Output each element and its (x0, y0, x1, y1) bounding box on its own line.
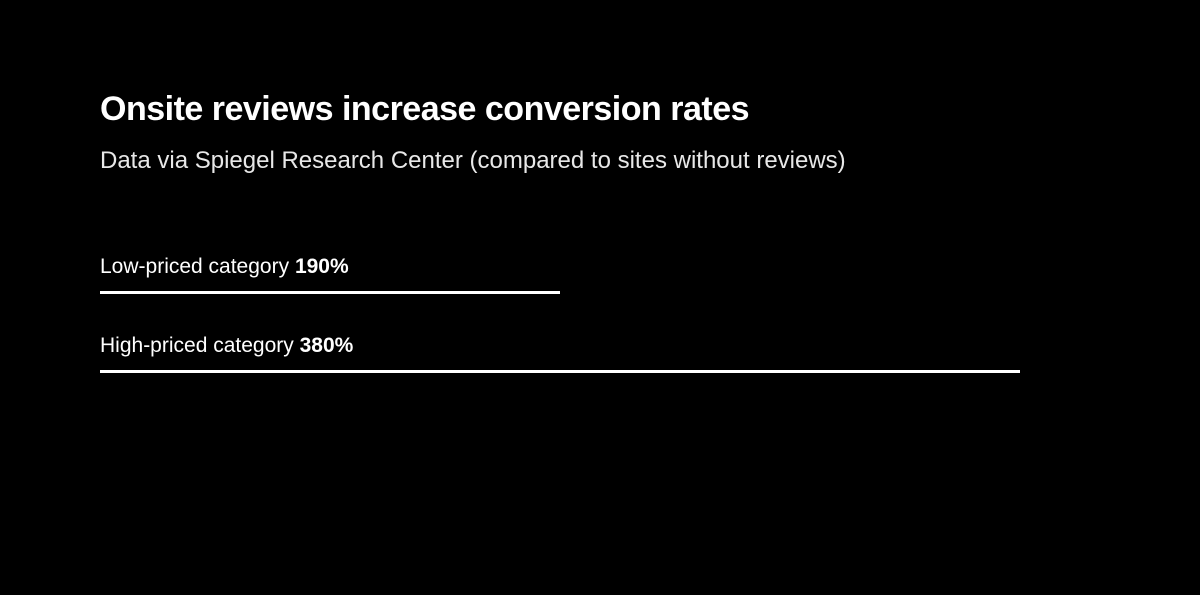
bar-fill (100, 291, 560, 294)
bar-label-line: Low-priced category 190% (100, 255, 1100, 279)
bar-track (100, 291, 1100, 294)
bar-value: 190% (295, 255, 349, 278)
bar-label: High-priced category (100, 334, 294, 357)
bar-value: 380% (300, 334, 354, 357)
chart-bar-row: Low-priced category 190% (100, 255, 1100, 294)
bar-label: Low-priced category (100, 255, 289, 278)
bar-fill (100, 370, 1020, 373)
chart-bar-row: High-priced category 380% (100, 334, 1100, 373)
bar-label-line: High-priced category 380% (100, 334, 1100, 358)
chart-title: Onsite reviews increase conversion rates (100, 90, 1100, 129)
chart-subtitle: Data via Spiegel Research Center (compar… (100, 147, 1100, 175)
bar-track (100, 370, 1100, 373)
